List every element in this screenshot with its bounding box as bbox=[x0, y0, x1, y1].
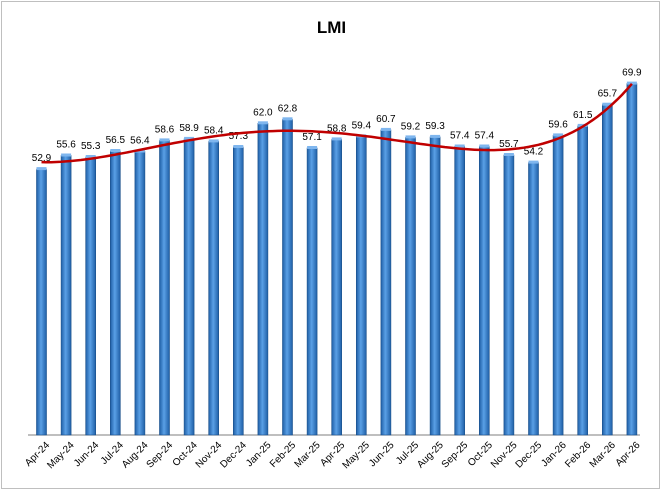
value-label: 59.3 bbox=[425, 121, 445, 132]
bar-cap-Jan-26 bbox=[553, 133, 564, 137]
bar-Aug-24 bbox=[134, 151, 146, 436]
bar-Sep-24 bbox=[159, 140, 170, 436]
bar-Jan-26 bbox=[552, 135, 564, 436]
category-label: Feb-26 bbox=[563, 440, 593, 470]
bar-Aug-25 bbox=[429, 136, 441, 436]
category-label: Dec-25 bbox=[514, 440, 545, 471]
bar-Oct-24 bbox=[183, 138, 195, 436]
value-label: 58.8 bbox=[327, 123, 347, 134]
bar-Jul-24 bbox=[110, 150, 121, 436]
category-label: Jun-25 bbox=[367, 440, 397, 470]
bar-Nov-25 bbox=[503, 154, 515, 436]
bar-cap-Apr-25 bbox=[331, 137, 342, 141]
value-label: 59.6 bbox=[548, 119, 568, 130]
bar-Nov-24 bbox=[208, 141, 219, 436]
bar-Jun-25 bbox=[380, 129, 392, 436]
value-label: 61.5 bbox=[573, 110, 593, 121]
value-label: 60.7 bbox=[376, 114, 396, 125]
category-label: Nov-25 bbox=[489, 440, 520, 471]
bar-cap-Dec-24 bbox=[233, 145, 244, 148]
category-labels-group: Apr-24May-24Jun-24Jul-24Aug-24Sep-24Oct-… bbox=[23, 440, 643, 472]
value-label: 62.0 bbox=[253, 107, 273, 118]
value-label: 62.8 bbox=[278, 103, 298, 114]
category-label: May-24 bbox=[45, 440, 77, 472]
value-label: 55.3 bbox=[81, 141, 101, 152]
bar-Sep-25 bbox=[454, 146, 466, 436]
value-label: 58.6 bbox=[155, 124, 175, 135]
value-label: 59.4 bbox=[352, 120, 372, 131]
value-label: 59.2 bbox=[401, 121, 421, 132]
bar-cap-Dec-25 bbox=[528, 160, 539, 164]
category-label: Feb-25 bbox=[268, 440, 298, 470]
bar-Apr-24 bbox=[36, 168, 47, 436]
bar-cap-Nov-25 bbox=[503, 153, 514, 156]
bar-cap-Jan-25 bbox=[257, 121, 268, 125]
bar-cap-Jun-24 bbox=[85, 155, 96, 158]
bar-cap-Mar-25 bbox=[307, 146, 318, 149]
category-label: Aug-24 bbox=[120, 440, 151, 471]
value-label: 58.9 bbox=[179, 123, 199, 134]
bar-cap-Feb-25 bbox=[282, 117, 293, 121]
category-label: Dec-24 bbox=[218, 440, 249, 471]
bar-cap-May-24 bbox=[61, 153, 72, 157]
bar-cap-Sep-24 bbox=[159, 138, 170, 142]
bar-Feb-25 bbox=[282, 119, 293, 436]
trendline bbox=[41, 82, 633, 164]
bars-group bbox=[36, 81, 638, 436]
bar-May-24 bbox=[60, 155, 72, 436]
value-label: 65.7 bbox=[598, 89, 618, 100]
bar-cap-Oct-25 bbox=[479, 144, 490, 148]
category-label: Mar-26 bbox=[588, 440, 618, 470]
bar-May-25 bbox=[355, 136, 367, 436]
bar-cap-Apr-24 bbox=[36, 167, 47, 171]
value-label: 55.7 bbox=[499, 139, 519, 150]
value-label: 57.3 bbox=[229, 131, 249, 142]
bar-Oct-25 bbox=[478, 146, 490, 436]
bar-Jun-24 bbox=[85, 156, 96, 436]
category-label: Mar-25 bbox=[293, 440, 323, 470]
value-label: 57.4 bbox=[475, 131, 495, 142]
bar-Jul-25 bbox=[405, 137, 416, 436]
bar-Dec-24 bbox=[233, 146, 244, 436]
bar-Apr-25 bbox=[331, 139, 343, 436]
bar-cap-Nov-24 bbox=[208, 139, 219, 143]
value-label: 58.4 bbox=[204, 125, 224, 136]
bar-Feb-26 bbox=[577, 125, 589, 436]
category-label: Aug-25 bbox=[415, 440, 446, 471]
chart-title: LMI bbox=[316, 18, 347, 37]
value-label: 56.4 bbox=[130, 136, 150, 147]
bar-Mar-25 bbox=[306, 147, 318, 436]
bar-cap-Jun-25 bbox=[380, 127, 391, 131]
bar-cap-Oct-24 bbox=[184, 136, 195, 140]
value-labels-group: 52.9 55.6 55.3 56.5 56.4 58.6 58.9 58.4 57.3 62.0… bbox=[32, 68, 642, 165]
bar-cap-Mar-26 bbox=[602, 102, 613, 106]
value-label: 56.5 bbox=[106, 135, 126, 146]
bar-Apr-26 bbox=[626, 83, 638, 436]
category-label: Sep-24 bbox=[145, 440, 176, 471]
bar-cap-Jul-24 bbox=[110, 149, 121, 152]
bar-Dec-25 bbox=[528, 162, 539, 436]
bar-cap-Jul-25 bbox=[405, 135, 416, 139]
category-label: Jun-24 bbox=[72, 440, 102, 470]
value-label: 69.9 bbox=[622, 68, 642, 79]
category-label: Sep-25 bbox=[440, 440, 471, 471]
bar-cap-Aug-25 bbox=[430, 134, 441, 138]
value-label: 52.9 bbox=[32, 153, 52, 164]
bar-Jan-25 bbox=[257, 123, 269, 436]
bar-cap-Sep-25 bbox=[454, 144, 465, 148]
bar-Mar-26 bbox=[601, 104, 613, 436]
category-label: Apr-26 bbox=[614, 440, 643, 469]
value-label: 57.4 bbox=[450, 131, 470, 142]
category-label: May-25 bbox=[341, 440, 373, 472]
value-label: 57.1 bbox=[302, 132, 322, 143]
bar-cap-Apr-26 bbox=[626, 81, 637, 85]
value-label: 55.6 bbox=[56, 140, 76, 151]
category-label: Nov-24 bbox=[194, 440, 225, 471]
value-label: 54.2 bbox=[524, 147, 544, 158]
